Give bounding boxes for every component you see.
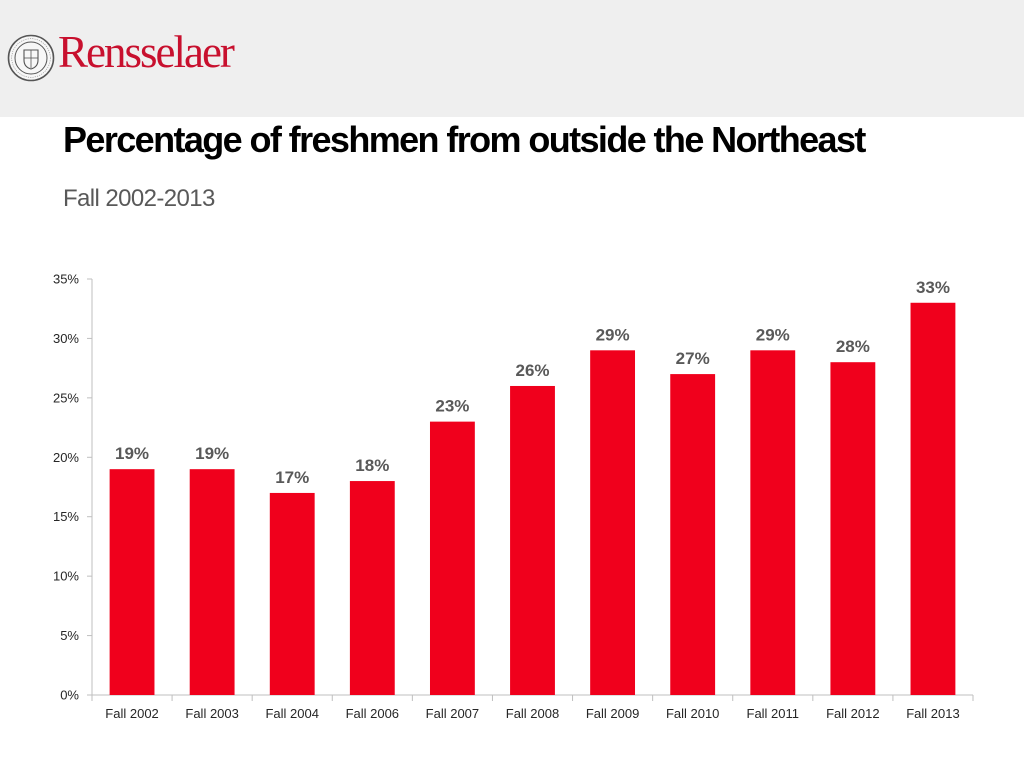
data-label: 33%: [916, 278, 950, 297]
x-tick-label: Fall 2003: [185, 706, 238, 721]
bar: [109, 469, 155, 695]
bar: [750, 350, 796, 695]
data-label: 17%: [275, 468, 309, 487]
header-band: [0, 0, 1024, 117]
rensselaer-seal-icon: [7, 34, 55, 82]
x-tick-label: Fall 2008: [506, 706, 559, 721]
y-tick-label: 15%: [53, 509, 79, 524]
data-label: 23%: [435, 397, 469, 416]
slide-subtitle: Fall 2002-2013: [63, 185, 215, 212]
bar: [910, 302, 956, 695]
x-tick-label: Fall 2004: [265, 706, 318, 721]
x-tick-label: Fall 2011: [747, 706, 800, 721]
bar: [269, 492, 315, 695]
bar: [830, 362, 876, 695]
brand-wordmark: Rensselaer: [58, 27, 235, 77]
data-label: 26%: [515, 361, 549, 380]
x-tick-label: Fall 2006: [346, 706, 399, 721]
data-label: 19%: [115, 444, 149, 463]
y-tick-label: 30%: [53, 331, 79, 346]
slide-title: Percentage of freshmen from outside the …: [63, 119, 866, 160]
y-tick-label: 5%: [60, 628, 79, 643]
bar: [590, 350, 636, 695]
x-tick-label: Fall 2007: [426, 706, 479, 721]
x-tick-label: Fall 2012: [826, 706, 879, 721]
bar: [349, 481, 395, 695]
y-tick-label: 35%: [53, 272, 79, 287]
x-tick-label: Fall 2010: [666, 706, 719, 721]
bar: [510, 385, 555, 695]
data-label: 29%: [756, 325, 790, 344]
data-label: 28%: [836, 337, 870, 356]
data-label: 27%: [676, 349, 710, 368]
data-label: 29%: [596, 325, 630, 344]
data-label: 19%: [195, 444, 229, 463]
x-tick-label: Fall 2013: [906, 706, 959, 721]
bar: [189, 469, 235, 695]
y-tick-label: 25%: [53, 390, 79, 405]
y-tick-label: 10%: [53, 569, 79, 584]
data-label: 18%: [355, 456, 389, 475]
bar: [429, 421, 475, 695]
bar: [670, 374, 716, 695]
x-tick-label: Fall 2002: [105, 706, 158, 721]
y-tick-label: 0%: [60, 688, 79, 703]
y-tick-label: 20%: [53, 450, 79, 465]
x-tick-label: Fall 2009: [586, 706, 639, 721]
